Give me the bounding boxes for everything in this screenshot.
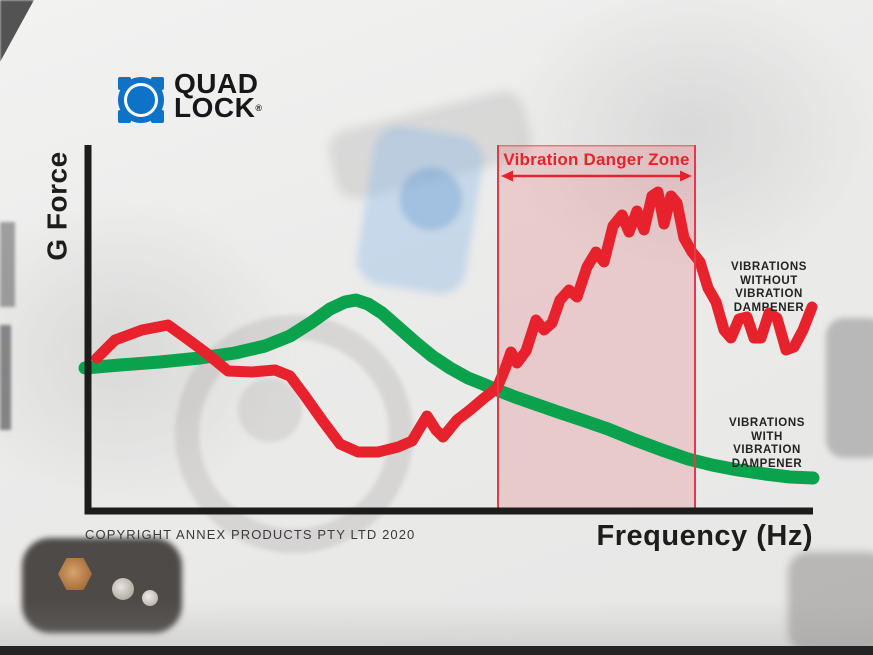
series-line-with-dampener [78, 293, 820, 485]
series-line-without-dampener [91, 186, 818, 458]
legend-with-dampener: VIBRATIONS WITH VIBRATION DAMPENER [728, 417, 806, 470]
x-axis-label: Frequency (Hz) [596, 520, 813, 552]
arrowhead-left-icon [501, 170, 513, 182]
quadlock-logo: QUAD LOCK® [115, 68, 263, 126]
danger-zone-title: Vibration Danger Zone [503, 150, 690, 169]
quadlock-logo-icon [115, 74, 167, 126]
y-axis-label: G Force [42, 151, 73, 261]
copyright-text: COPYRIGHT ANNEX PRODUCTS PTY LTD 2020 [85, 527, 416, 542]
arrowhead-right-icon [680, 170, 692, 182]
legend-without-dampener: VIBRATIONS WITHOUT VIBRATION DAMPENER [730, 261, 808, 314]
registered-mark: ® [255, 102, 263, 113]
quadlock-logo-text: QUAD LOCK® [174, 68, 263, 123]
